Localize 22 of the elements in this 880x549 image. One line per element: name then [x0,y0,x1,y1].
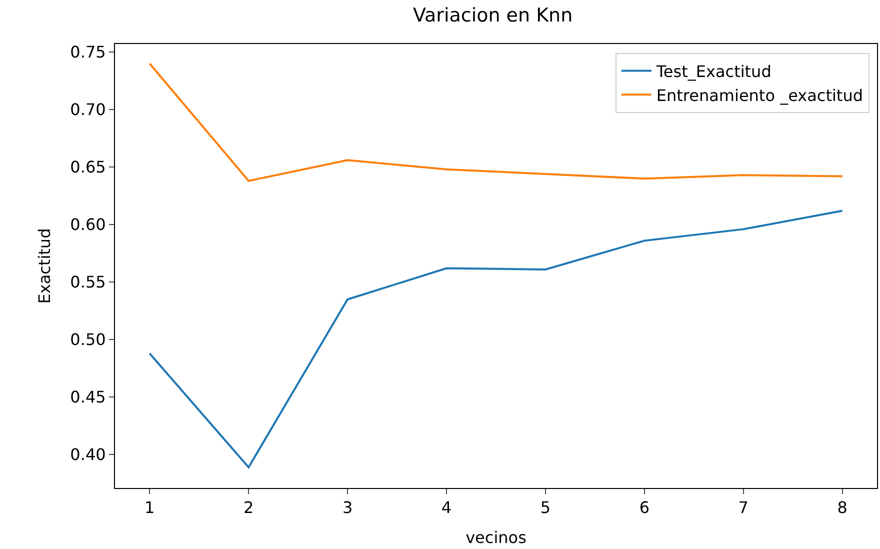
y-tick-label: 0.45 [70,388,106,407]
y-tick-label: 0.50 [70,330,106,350]
x-tick-label: 8 [837,498,848,518]
y-tick-label: 0.40 [70,445,106,464]
line-series [148,210,844,468]
y-tick-label: 0.65 [70,158,106,177]
x-tick-label: 2 [244,498,254,518]
x-tick-label: 1 [144,498,155,518]
x-axis-title: vecinos [466,528,526,547]
y-tick-label: 0.55 [70,272,106,292]
y-tick-label: 0.75 [70,42,106,62]
chart-title: Variacion en Knn [412,4,573,27]
x-tick-label: 3 [342,498,353,518]
x-tick-label: 6 [639,498,650,518]
y-axis-title: Exactitud [35,228,54,304]
legend-label: Test_Exactitud [655,62,772,82]
y-tick-label: 0.70 [70,100,106,120]
x-tick-label: 7 [738,498,748,518]
x-tick-label: 4 [441,498,452,518]
x-tick-label: 5 [540,498,551,518]
legend-label: Entrenamiento _exactitud [656,86,864,105]
y-tick-label: 0.60 [70,215,106,234]
